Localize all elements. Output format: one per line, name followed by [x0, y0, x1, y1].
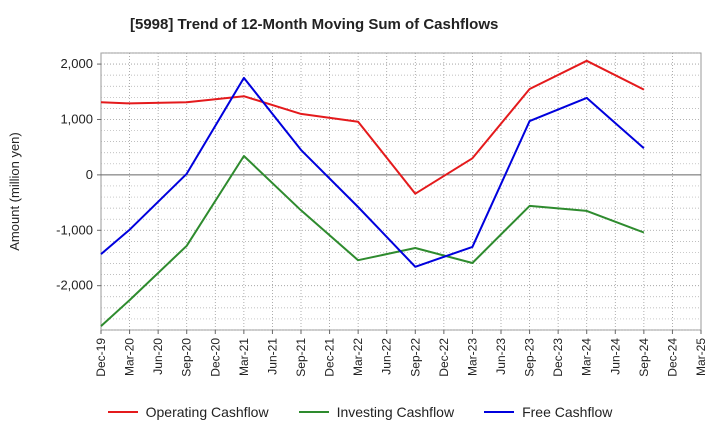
y-tick-label: 0: [86, 167, 93, 182]
legend-swatch-free: [484, 411, 515, 413]
x-tick-label: Mar-22: [351, 338, 365, 376]
legend: Operating Cashflow Investing Cashflow Fr…: [0, 404, 720, 420]
y-tick-label: -2,000: [56, 278, 93, 293]
x-tick-label: Jun-20: [151, 338, 165, 375]
x-tick-label: Jun-24: [608, 338, 622, 375]
x-tick-label: Sep-24: [637, 338, 651, 377]
x-tick-label: Dec-22: [437, 338, 451, 377]
legend-label-investing: Investing Cashflow: [336, 404, 455, 420]
x-tick-label: Dec-21: [323, 338, 337, 377]
series-line-free-cashflow: [100, 76, 645, 268]
legend-swatch-investing: [298, 411, 329, 413]
x-tick-label: Mar-24: [580, 338, 594, 376]
y-tick-label: 1,000: [60, 111, 93, 126]
x-tick-label: Jun-21: [265, 338, 279, 375]
legend-label-operating: Operating Cashflow: [145, 404, 269, 420]
x-tick-label: Mar-21: [237, 338, 251, 376]
y-tick-label: -1,000: [56, 222, 93, 237]
legend-label-free: Free Cashflow: [522, 404, 613, 420]
y-axis-label: Amount (million yen): [7, 132, 22, 251]
plot-frame: [100, 52, 702, 331]
x-tick-label: Jun-22: [380, 338, 394, 375]
x-tick-label: Dec-20: [208, 338, 222, 377]
series-line-investing-cashflow: [100, 155, 645, 327]
legend-item-free: Free Cashflow: [484, 404, 612, 420]
x-tick-label: Mar-20: [123, 338, 137, 376]
legend-item-investing: Investing Cashflow: [298, 404, 455, 420]
x-tick-label: Dec-19: [94, 338, 108, 377]
x-tick-label: Sep-21: [294, 338, 308, 377]
series-line-operating-cashflow: [100, 59, 645, 195]
legend-item-operating: Operating Cashflow: [107, 404, 269, 420]
y-tick-label: 2,000: [60, 56, 93, 71]
x-tick-label: Sep-23: [523, 338, 537, 377]
x-tick-label: Sep-22: [408, 338, 422, 377]
legend-swatch-operating: [107, 411, 138, 413]
x-tick-label: Dec-23: [551, 338, 565, 377]
x-tick-label: Mar-23: [465, 338, 479, 376]
x-tick-label: Jun-23: [494, 338, 508, 375]
x-tick-label: Sep-20: [180, 338, 194, 377]
chart-title: [5998] Trend of 12-Month Moving Sum of C…: [130, 16, 499, 33]
x-tick-label: Dec-24: [665, 338, 679, 377]
x-tick-label: Mar-25: [694, 338, 708, 376]
